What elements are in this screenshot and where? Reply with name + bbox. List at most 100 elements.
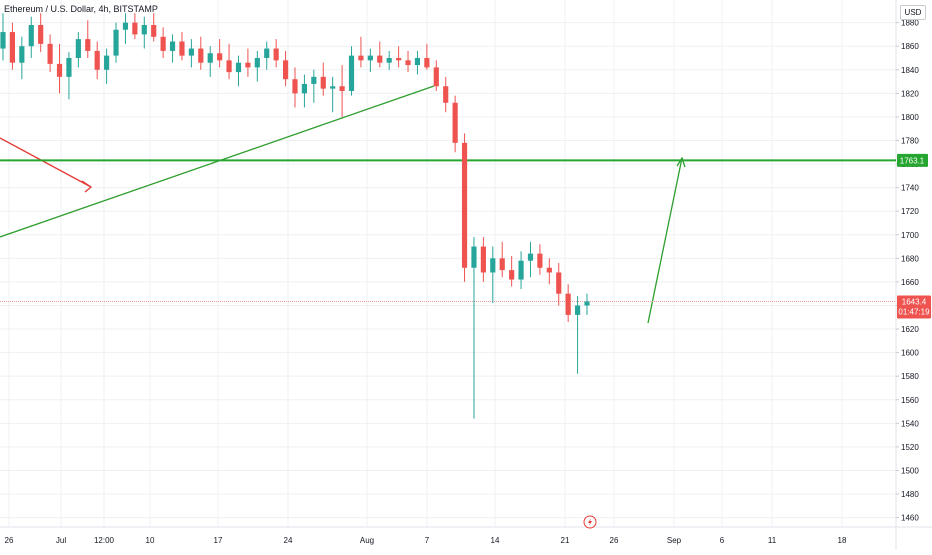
- candle-body: [348, 55, 355, 91]
- lightning-event-icon[interactable]: [583, 515, 597, 529]
- x-tick-label: 26: [5, 536, 14, 545]
- candle-body: [217, 53, 223, 61]
- y-tick-label: 1500: [901, 466, 919, 475]
- candle-body: [452, 102, 458, 143]
- candle-body: [47, 43, 53, 64]
- y-tick-label: 1660: [901, 278, 919, 287]
- x-tick-label: 7: [425, 536, 430, 545]
- candle-body: [28, 24, 34, 47]
- candle-body: [367, 55, 373, 61]
- x-tick-label: Jul: [56, 536, 66, 545]
- candle-body: [141, 24, 147, 35]
- candle-body: [527, 253, 534, 261]
- candle-body: [207, 53, 213, 63]
- candle-body: [179, 41, 185, 56]
- bar-countdown-label: 01:47:19: [898, 307, 930, 316]
- candle-body: [461, 142, 468, 268]
- candle-body: [169, 41, 176, 51]
- candle-body: [433, 67, 439, 87]
- candle-body: [537, 253, 543, 268]
- y-tick-label: 1520: [901, 443, 919, 452]
- candle-body: [574, 305, 581, 315]
- x-tick-label: 18: [838, 536, 847, 545]
- y-tick-label: 1880: [901, 19, 919, 28]
- candle-body: [75, 39, 81, 58]
- candle-body: [509, 270, 515, 280]
- x-tick-label: 12:00: [94, 536, 115, 545]
- y-tick-label: 1800: [901, 113, 919, 122]
- y-tick-label: 1700: [901, 231, 919, 240]
- candle-body: [386, 57, 392, 63]
- x-tick-label: 24: [284, 536, 293, 545]
- green-trendline[interactable]: [0, 85, 435, 238]
- candle-body: [198, 48, 204, 63]
- currency-button[interactable]: USD: [900, 5, 926, 20]
- candle-body: [66, 57, 72, 77]
- candle-body: [584, 301, 590, 306]
- candle-body: [151, 24, 157, 37]
- candle-body: [396, 57, 402, 61]
- candle-body: [358, 55, 364, 61]
- y-tick-label: 1460: [901, 514, 919, 523]
- candle-body: [414, 57, 421, 66]
- candle-body: [273, 48, 279, 61]
- x-tick-label: 11: [768, 536, 777, 545]
- candle-body: [254, 57, 260, 68]
- last-price-tag: 1643.4 01:47:19: [897, 295, 931, 319]
- candle-body: [226, 60, 232, 73]
- red-arrow-head: [81, 180, 93, 193]
- x-tick-label: 14: [491, 536, 500, 545]
- y-tick-label: 1620: [901, 325, 919, 334]
- y-tick-label: 1740: [901, 184, 919, 193]
- candle-body: [85, 39, 91, 51]
- x-tick-label: 26: [610, 536, 619, 545]
- candle-body: [565, 293, 571, 315]
- red-arrow-line[interactable]: [0, 137, 92, 188]
- level-price-tag: 1763.1: [897, 153, 928, 167]
- x-tick-label: Aug: [360, 536, 374, 545]
- candle-body: [490, 258, 496, 273]
- candle-body: [235, 62, 242, 73]
- y-tick-label: 1780: [901, 136, 919, 145]
- candle-body: [245, 62, 251, 68]
- x-tick-label: 21: [561, 536, 570, 545]
- y-tick-label: 1480: [901, 490, 919, 499]
- y-tick-label: 1580: [901, 372, 919, 381]
- candle-body: [38, 24, 44, 44]
- y-tick-label: 1820: [901, 89, 919, 98]
- candle-body: [311, 76, 317, 84]
- candle-body: [424, 57, 430, 68]
- green-target-arrow-line[interactable]: [647, 157, 683, 324]
- green-target-arrow-head: [676, 156, 686, 168]
- candle-body: [471, 246, 477, 268]
- candle-body: [9, 32, 16, 63]
- x-tick-label: Sep: [667, 536, 682, 545]
- candle-body: [132, 22, 138, 35]
- candle-body: [94, 50, 100, 70]
- level-price-label: 1763.1: [900, 156, 925, 165]
- y-tick-label: 1680: [901, 254, 919, 263]
- y-tick-label: 1860: [901, 42, 919, 51]
- candle-body: [160, 36, 166, 51]
- symbol-title: Ethereum / U.S. Dollar, 4h, BITSTAMP: [4, 4, 158, 14]
- y-tick-label: 1560: [901, 396, 919, 405]
- candle-body: [499, 258, 505, 271]
- candle-body: [377, 55, 383, 63]
- candle-body: [264, 48, 270, 58]
- candle-body: [19, 46, 25, 63]
- candle-body: [480, 246, 486, 273]
- candle-body: [339, 86, 345, 91]
- y-tick-label: 1720: [901, 207, 919, 216]
- candle-body: [301, 83, 308, 94]
- candle-body: [405, 60, 411, 66]
- x-tick-label: 17: [214, 536, 223, 545]
- candle-body: [546, 267, 552, 273]
- y-tick-label: 1840: [901, 66, 919, 75]
- last-price-label: 1643.4: [902, 297, 927, 306]
- candle-body: [282, 60, 289, 80]
- candle-body: [292, 79, 298, 94]
- candle-body: [188, 48, 194, 56]
- x-tick-label: 10: [146, 536, 155, 545]
